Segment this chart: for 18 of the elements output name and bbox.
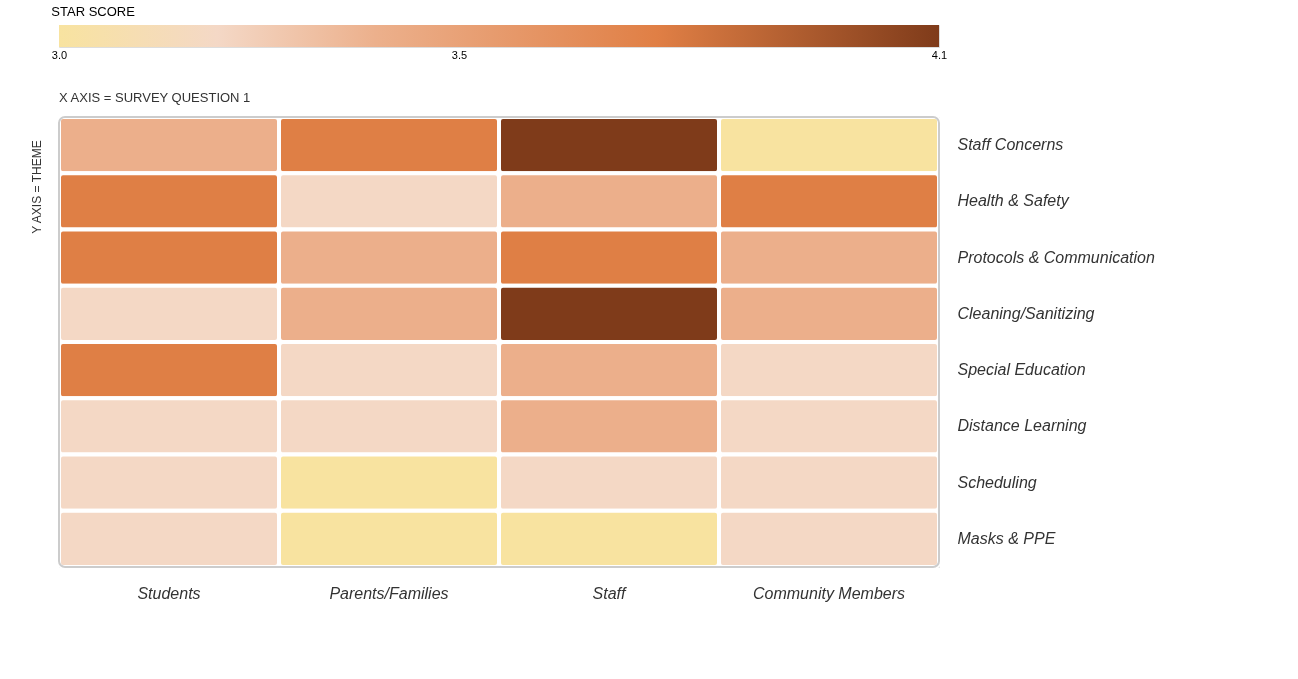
y-tick-label: Cleaning/Sanitizing	[957, 304, 1095, 322]
x-tick-label: Staff	[592, 584, 628, 602]
y-tick-label: Distance Learning	[957, 417, 1087, 435]
color-bar-title: STAR SCORE	[51, 4, 136, 19]
y-tick-label: Protocols & Communication	[957, 248, 1156, 266]
y-tick-label: Special Education	[957, 361, 1086, 379]
x-tick-label: Parents/Families	[329, 584, 449, 602]
x-tick-label: Students	[137, 584, 201, 602]
color-bar-label: 3.5	[451, 48, 468, 61]
color-bar-label: 4.1	[931, 48, 948, 61]
x-tick-label: Community Members	[752, 584, 906, 602]
y-tick-label: Health & Safety	[957, 192, 1070, 210]
color-bar-label: 3.0	[51, 48, 68, 61]
y-axis-title: Y AXIS = THEME	[30, 140, 44, 234]
y-tick-label: Masks & PPE	[957, 529, 1056, 547]
y-tick-label: Staff Concerns	[957, 136, 1064, 154]
y-tick-label: Scheduling	[957, 473, 1037, 491]
x-axis-title: X AXIS = SURVEY QUESTION 1	[59, 90, 251, 105]
